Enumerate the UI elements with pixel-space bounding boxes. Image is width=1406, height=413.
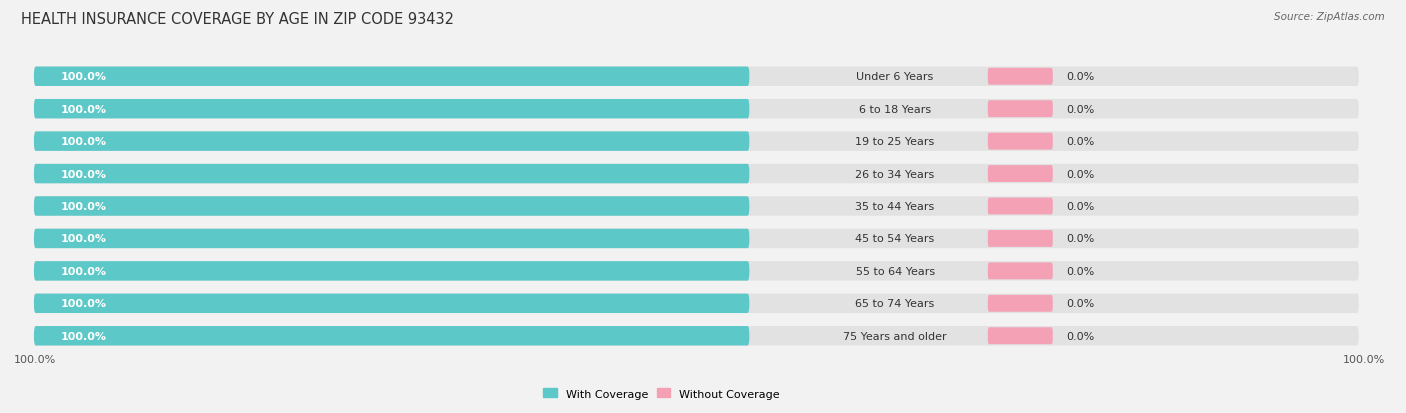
FancyBboxPatch shape xyxy=(34,229,749,249)
FancyBboxPatch shape xyxy=(34,67,749,87)
FancyBboxPatch shape xyxy=(988,230,1053,247)
Text: 75 Years and older: 75 Years and older xyxy=(844,331,946,341)
FancyBboxPatch shape xyxy=(34,229,1358,249)
FancyBboxPatch shape xyxy=(34,261,1358,281)
FancyBboxPatch shape xyxy=(988,328,1053,344)
Text: 0.0%: 0.0% xyxy=(1066,234,1094,244)
Text: 6 to 18 Years: 6 to 18 Years xyxy=(859,104,931,114)
Text: 100.0%: 100.0% xyxy=(60,234,107,244)
Text: 65 to 74 Years: 65 to 74 Years xyxy=(855,299,935,309)
Text: 45 to 54 Years: 45 to 54 Years xyxy=(855,234,935,244)
FancyBboxPatch shape xyxy=(34,326,1358,346)
FancyBboxPatch shape xyxy=(34,164,1358,184)
Text: 0.0%: 0.0% xyxy=(1066,331,1094,341)
Text: 0.0%: 0.0% xyxy=(1066,202,1094,211)
FancyBboxPatch shape xyxy=(34,294,1358,313)
FancyBboxPatch shape xyxy=(988,166,1053,183)
Text: 0.0%: 0.0% xyxy=(1066,72,1094,82)
FancyBboxPatch shape xyxy=(988,263,1053,280)
Text: 100.0%: 100.0% xyxy=(14,354,56,364)
Text: 100.0%: 100.0% xyxy=(60,202,107,211)
Text: 100.0%: 100.0% xyxy=(60,169,107,179)
Text: 100.0%: 100.0% xyxy=(60,299,107,309)
FancyBboxPatch shape xyxy=(34,100,749,119)
Text: 19 to 25 Years: 19 to 25 Years xyxy=(855,137,935,147)
FancyBboxPatch shape xyxy=(988,198,1053,215)
Text: 0.0%: 0.0% xyxy=(1066,104,1094,114)
Text: HEALTH INSURANCE COVERAGE BY AGE IN ZIP CODE 93432: HEALTH INSURANCE COVERAGE BY AGE IN ZIP … xyxy=(21,12,454,27)
Text: 0.0%: 0.0% xyxy=(1066,299,1094,309)
FancyBboxPatch shape xyxy=(34,326,749,346)
Text: 55 to 64 Years: 55 to 64 Years xyxy=(855,266,935,276)
FancyBboxPatch shape xyxy=(988,133,1053,150)
Text: Under 6 Years: Under 6 Years xyxy=(856,72,934,82)
FancyBboxPatch shape xyxy=(34,164,749,184)
FancyBboxPatch shape xyxy=(34,67,1358,87)
Text: 0.0%: 0.0% xyxy=(1066,169,1094,179)
Text: 0.0%: 0.0% xyxy=(1066,266,1094,276)
FancyBboxPatch shape xyxy=(988,295,1053,312)
Text: 100.0%: 100.0% xyxy=(60,331,107,341)
FancyBboxPatch shape xyxy=(988,69,1053,85)
FancyBboxPatch shape xyxy=(34,294,749,313)
FancyBboxPatch shape xyxy=(34,197,1358,216)
FancyBboxPatch shape xyxy=(34,197,749,216)
Text: 26 to 34 Years: 26 to 34 Years xyxy=(855,169,935,179)
FancyBboxPatch shape xyxy=(34,100,1358,119)
FancyBboxPatch shape xyxy=(34,132,1358,152)
FancyBboxPatch shape xyxy=(988,101,1053,118)
Legend: With Coverage, Without Coverage: With Coverage, Without Coverage xyxy=(544,388,780,399)
Text: 100.0%: 100.0% xyxy=(60,266,107,276)
Text: Source: ZipAtlas.com: Source: ZipAtlas.com xyxy=(1274,12,1385,22)
FancyBboxPatch shape xyxy=(34,132,749,152)
Text: 35 to 44 Years: 35 to 44 Years xyxy=(855,202,935,211)
FancyBboxPatch shape xyxy=(34,261,749,281)
Text: 100.0%: 100.0% xyxy=(60,72,107,82)
Text: 0.0%: 0.0% xyxy=(1066,137,1094,147)
Text: 100.0%: 100.0% xyxy=(60,104,107,114)
Text: 100.0%: 100.0% xyxy=(1343,354,1385,364)
Text: 100.0%: 100.0% xyxy=(60,137,107,147)
